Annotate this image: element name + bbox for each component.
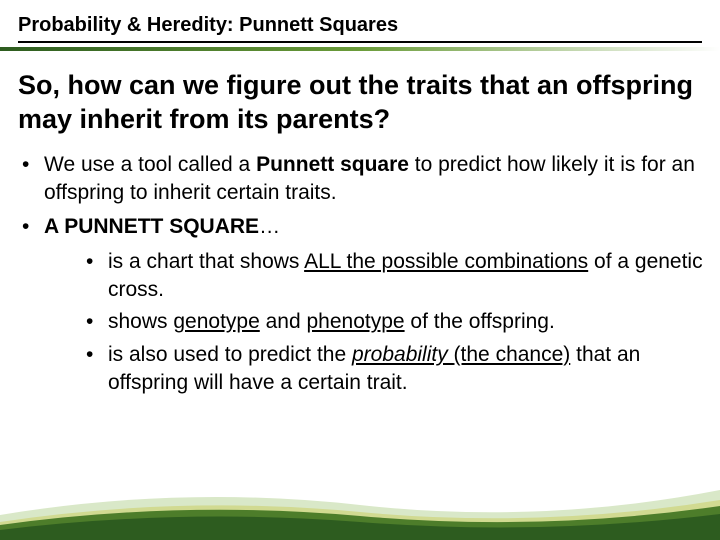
text-underline: phenotype [307,310,405,333]
text-segment: We use a tool called a [44,153,256,176]
bullet-dot: • [86,308,108,336]
swoosh-layer-dark [0,514,720,540]
text-segment: and [260,310,307,333]
bullet-text: is a chart that shows ALL the possible c… [108,248,712,305]
text-underline: ALL the possible combinations [304,250,588,273]
text-bold: A PUNNETT SQUARE [44,215,259,238]
sub-bullet-2: • shows genotype and phenotype of the of… [22,308,712,336]
text-underline: genotype [173,310,259,333]
text-segment: … [259,215,280,238]
content-area: So, how can we figure out the traits tha… [0,57,720,397]
text-segment: shows [108,310,173,333]
bullet-item-2: • A PUNNETT SQUARE… [22,213,712,241]
text-segment: is a chart that shows [108,250,304,273]
footer-swoosh-graphic [0,470,720,540]
bullet-item-1: • We use a tool called a Punnett square … [22,151,712,208]
text-segment: is also used to predict the [108,343,352,366]
question-heading: So, how can we figure out the traits tha… [8,69,712,151]
text-bold: Punnett square [256,153,409,176]
slide-title: Probability & Heredity: Punnett Squares [18,14,702,43]
sub-bullet-1: • is a chart that shows ALL the possible… [22,248,712,305]
bullet-text: is also used to predict the probability … [108,341,712,398]
header: Probability & Heredity: Punnett Squares [0,0,720,57]
bullet-text: A PUNNETT SQUARE… [44,213,712,241]
bullet-dot: • [86,341,108,398]
text-underline-italic: probability [352,343,454,366]
swoosh-layer-light [0,490,720,540]
bullet-dot: • [22,151,44,208]
swoosh-layer-mid [0,506,720,540]
sub-bullet-3: • is also used to predict the probabilit… [22,341,712,398]
bullet-dot: • [86,248,108,305]
bullet-dot: • [22,213,44,241]
swoosh-layer-yellow [0,500,720,540]
bullet-text: shows genotype and phenotype of the offs… [108,308,712,336]
slide: Probability & Heredity: Punnett Squares … [0,0,720,540]
title-underline-gradient [0,47,720,51]
bullet-text: We use a tool called a Punnett square to… [44,151,712,208]
text-underline: (the chance) [454,343,571,366]
bullet-list: • We use a tool called a Punnett square … [8,151,712,398]
text-segment: of the offspring. [405,310,555,333]
